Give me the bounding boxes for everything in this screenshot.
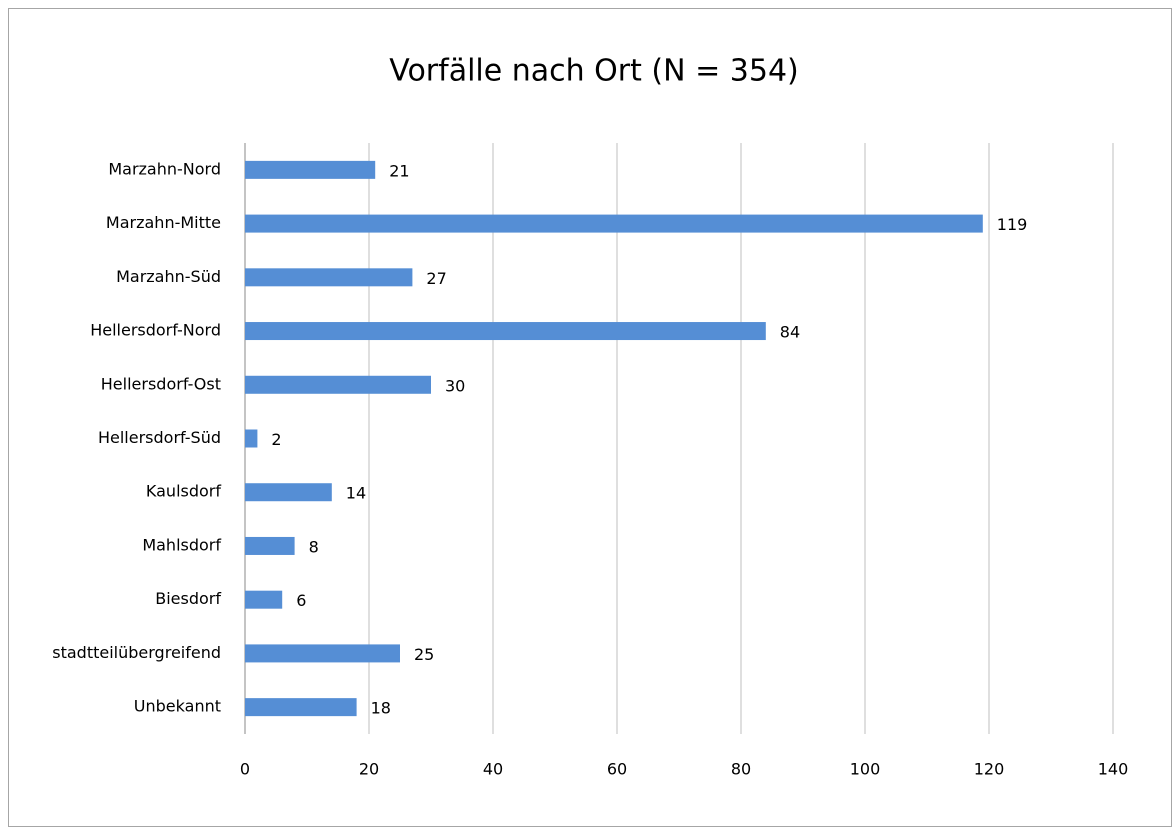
data-label: 25 (414, 645, 434, 664)
chart-frame (8, 8, 1172, 827)
x-tick-label: 100 (850, 760, 881, 779)
bar (245, 322, 766, 341)
y-tick-label: Mahlsdorf (142, 535, 221, 554)
y-tick-label: Unbekannt (134, 697, 221, 716)
x-tick-label: 20 (359, 760, 379, 779)
data-label: 2 (271, 430, 281, 449)
bar (245, 429, 258, 448)
data-label: 6 (296, 591, 306, 610)
y-tick-label: Kaulsdorf (146, 482, 221, 501)
x-tick-label: 60 (607, 760, 627, 779)
data-label: 14 (346, 484, 366, 503)
data-label: 8 (309, 537, 319, 556)
y-tick-label: Marzahn-Mitte (106, 213, 221, 232)
bar (245, 214, 983, 233)
bar (245, 375, 431, 394)
y-tick-label: Hellersdorf-Süd (98, 428, 221, 447)
data-label: 21 (389, 161, 409, 180)
x-tick-label: 40 (483, 760, 503, 779)
chart-title: Vorfälle nach Ort (N = 354) (389, 54, 799, 89)
x-tick-label: 120 (974, 760, 1005, 779)
bar (245, 536, 295, 555)
y-tick-label: Marzahn-Süd (116, 267, 221, 286)
bar (245, 590, 283, 609)
y-tick-label: Marzahn-Nord (108, 159, 221, 178)
data-label: 84 (780, 323, 800, 342)
x-tick-label: 80 (731, 760, 751, 779)
y-tick-label: Hellersdorf-Ost (101, 374, 221, 393)
data-label: 119 (997, 215, 1028, 234)
x-tick-label: 0 (240, 760, 250, 779)
data-label: 27 (426, 269, 446, 288)
x-tick-label: 140 (1098, 760, 1129, 779)
bar (245, 483, 332, 502)
bar (245, 644, 400, 663)
y-tick-label: Biesdorf (155, 589, 221, 608)
bar (245, 160, 376, 179)
data-label: 30 (445, 376, 465, 395)
y-tick-label: Hellersdorf-Nord (90, 321, 221, 340)
bar (245, 268, 413, 287)
data-label: 18 (371, 699, 391, 718)
bar (245, 698, 357, 717)
y-tick-label: stadtteilübergreifend (52, 643, 221, 662)
